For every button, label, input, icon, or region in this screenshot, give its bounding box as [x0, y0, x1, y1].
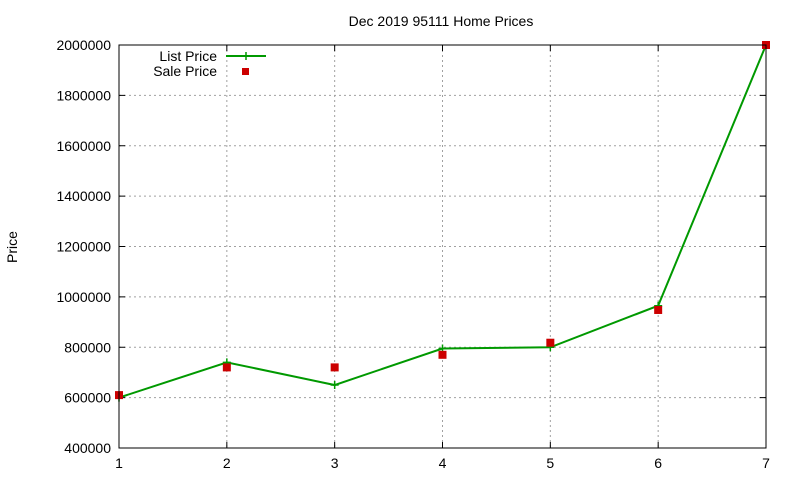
y-tick-label: 1400000 [56, 188, 111, 204]
x-tick-label: 7 [762, 455, 770, 471]
x-tick-label: 5 [546, 455, 554, 471]
legend: List Price Sale Price [153, 48, 266, 79]
y-tick-label: 1600000 [56, 138, 111, 154]
chart-title: Dec 2019 95111 Home Prices [349, 13, 534, 29]
y-tick-label: 800000 [64, 339, 111, 355]
y-tick-label: 1800000 [56, 87, 111, 103]
y-axis-ticks: 400000 600000 800000 1000000 1200000 1400000 1… [56, 37, 766, 456]
data-point-list-price [330, 381, 339, 390]
x-tick-label: 6 [654, 455, 662, 471]
y-tick-label: 400000 [64, 440, 111, 456]
y-tick-label: 2000000 [56, 37, 111, 53]
data-point-sale-price [546, 338, 555, 347]
x-tick-label: 2 [223, 455, 231, 471]
data-point-sale-price [654, 305, 663, 314]
data-point-sale-price [222, 363, 231, 372]
x-axis-ticks: 1 2 3 4 5 6 7 [115, 45, 770, 471]
legend-swatch-sale-price [242, 68, 249, 75]
legend-label-sale-price: Sale Price [153, 63, 217, 79]
data-point-sale-price [330, 363, 339, 372]
x-tick-label: 3 [331, 455, 339, 471]
y-tick-label: 1000000 [56, 289, 111, 305]
legend-marker-list-price [242, 52, 250, 60]
plot-frame [118, 44, 767, 449]
data-point-sale-price [438, 350, 447, 359]
grid-lines [119, 45, 766, 448]
y-axis-label: Price [4, 231, 20, 263]
x-tick-label: 1 [115, 455, 123, 471]
legend-label-list-price: List Price [159, 48, 217, 64]
y-tick-label: 600000 [64, 390, 111, 406]
x-tick-label: 4 [439, 455, 447, 471]
y-tick-label: 1200000 [56, 239, 111, 255]
